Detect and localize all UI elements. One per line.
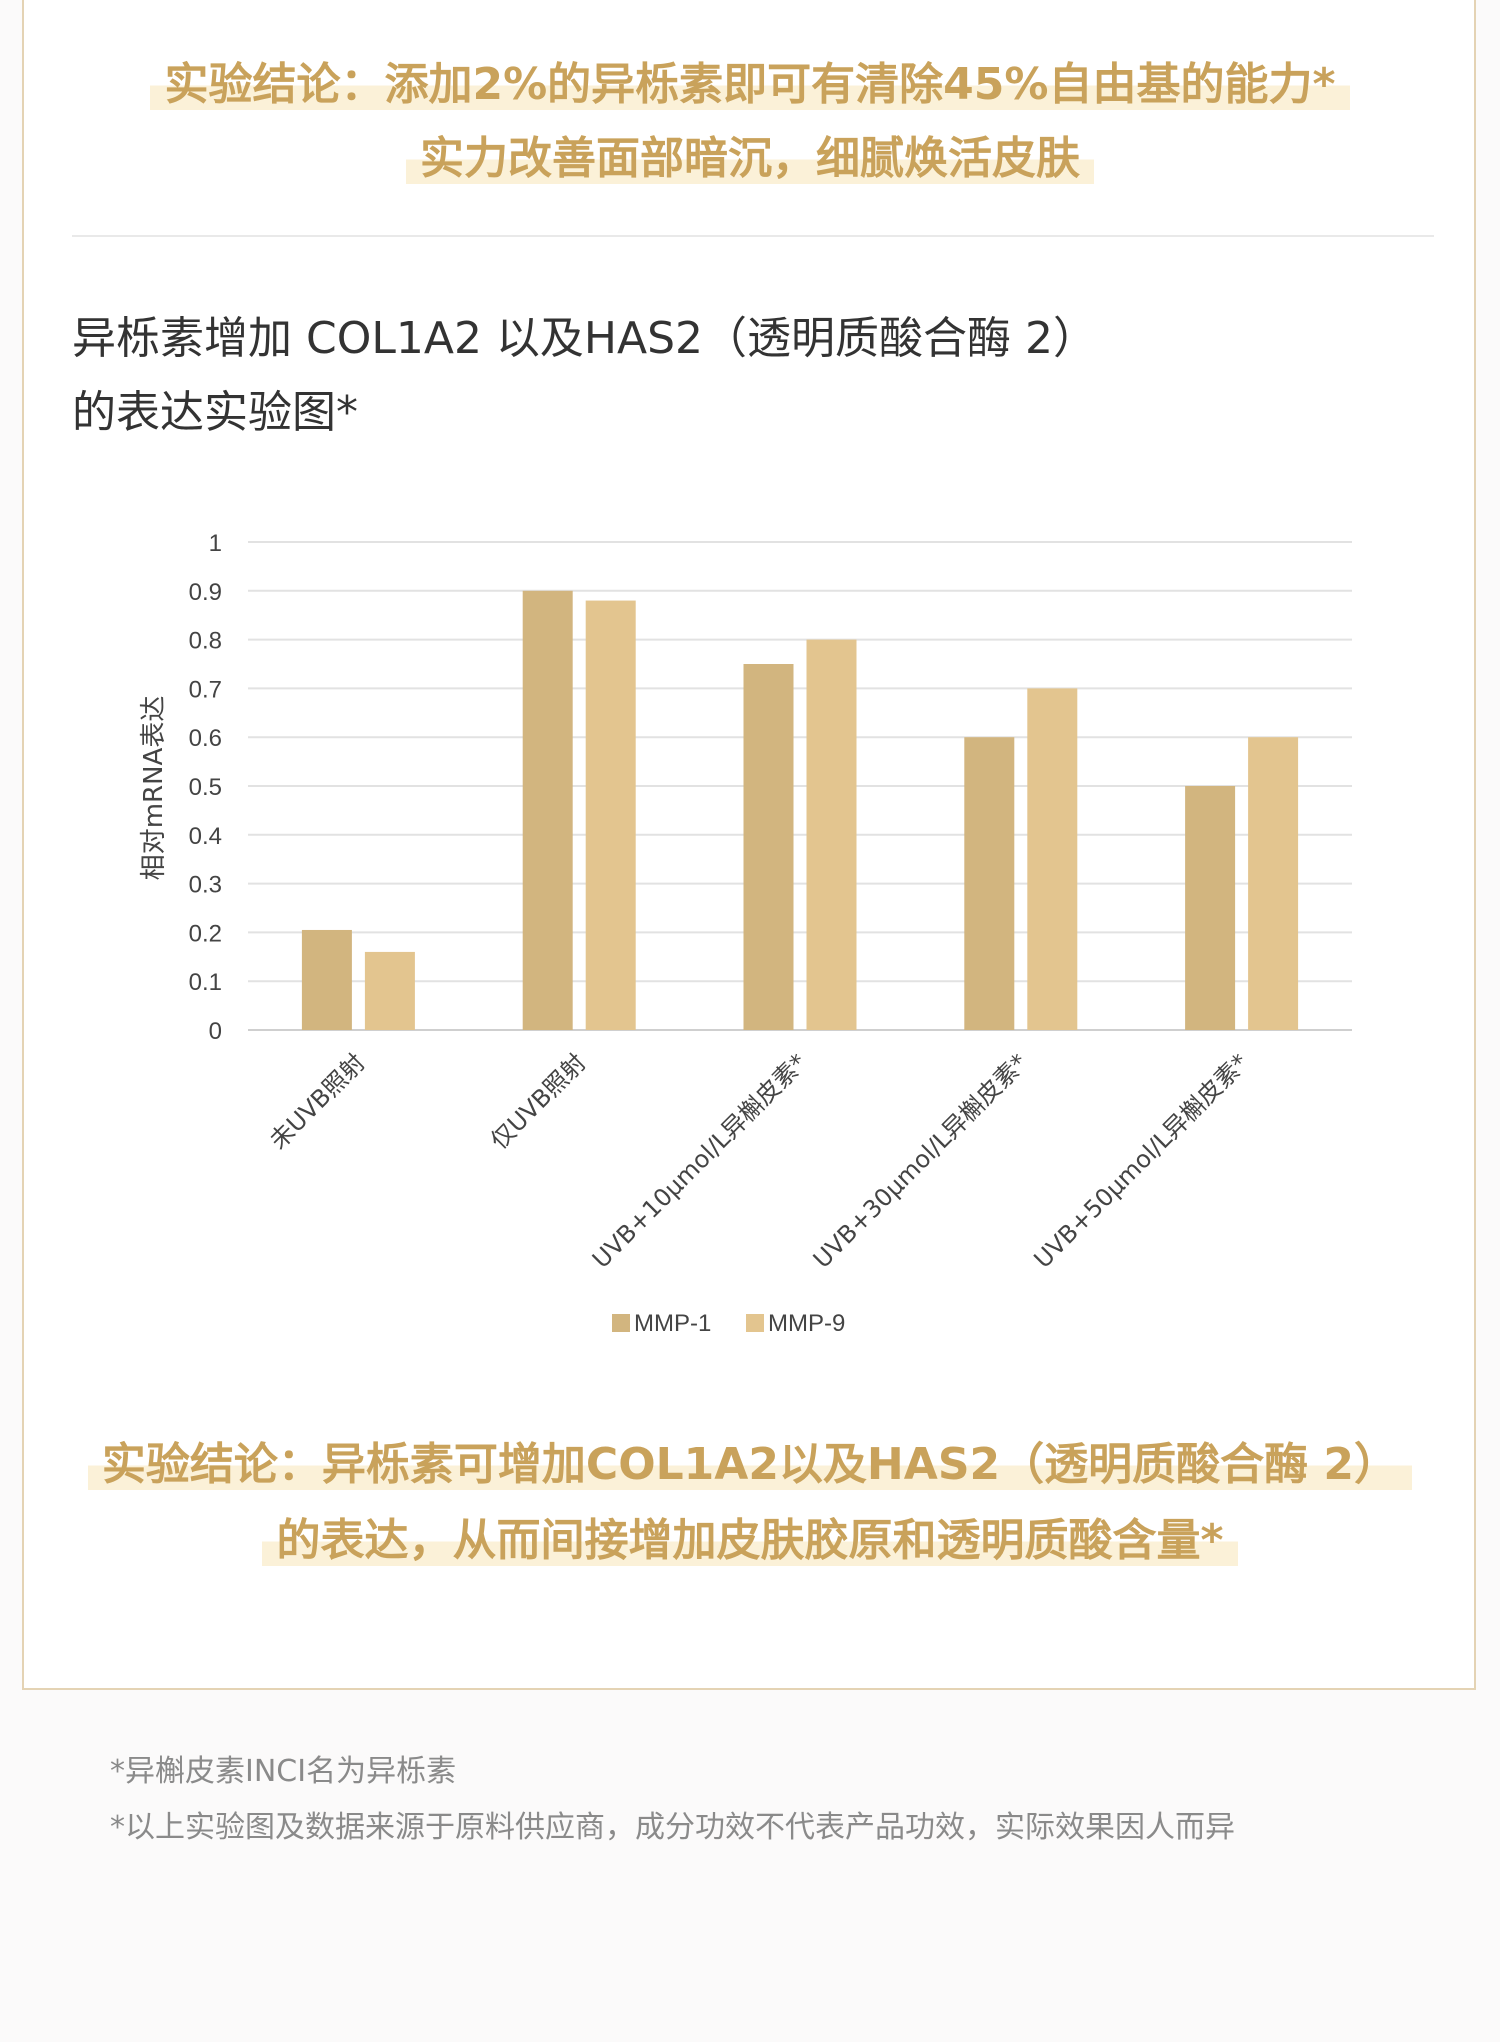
y-tick-label: 0.5 bbox=[189, 774, 222, 801]
bar-chart: 0 0.1 0.2 0.3 0.4 0.5 0.6 0.7 0.8 0.9 1 相对mRNA表达未UV… bbox=[139, 530, 1352, 1337]
bar-mmp-9 bbox=[1027, 688, 1078, 1030]
y-tick-label: 0.9 bbox=[189, 579, 222, 606]
bar-mmp-1 bbox=[1185, 786, 1236, 1030]
y-tick-label: 0 bbox=[209, 1018, 222, 1045]
x-tick-label: UVB+50μmol/L异槲皮素* bbox=[1029, 1048, 1254, 1273]
x-tick-label: 仅UVB照射 bbox=[485, 1048, 591, 1154]
x-tick-label: 未UVB照射 bbox=[264, 1048, 370, 1154]
y-axis-label: 相对mRNA表达 bbox=[139, 696, 169, 881]
bar-mmp-9 bbox=[585, 600, 636, 1030]
legend-swatch bbox=[746, 1314, 764, 1332]
legend-swatch bbox=[612, 1314, 630, 1332]
legend-label: MMP-1 bbox=[634, 1310, 711, 1337]
footnote-1: *异槲皮素INCI名为异栎素 bbox=[110, 1754, 457, 1789]
chart-title-line1: 异栎素增加 COL1A2 以及HAS2（透明质酸合酶 2） bbox=[72, 313, 1098, 364]
y-tick-label: 0.6 bbox=[189, 725, 222, 752]
headline-bottom-line2: 的表达，从而间接增加皮肤胶原和透明质酸含量* bbox=[0, 1504, 1500, 1568]
bar-mmp-1 bbox=[301, 929, 352, 1030]
headline-top-line2: 实力改善面部暗沉，细腻焕活皮肤 bbox=[0, 122, 1500, 186]
bar-mmp-9 bbox=[364, 951, 415, 1030]
bar-mmp-1 bbox=[743, 664, 794, 1030]
y-tick-label: 0.3 bbox=[189, 872, 222, 899]
bar-mmp-1 bbox=[522, 590, 573, 1030]
y-tick-label: 0.8 bbox=[189, 628, 222, 655]
divider bbox=[72, 235, 1434, 237]
y-tick-label: 1 bbox=[209, 530, 222, 557]
y-tick-label: 0.4 bbox=[189, 823, 222, 850]
headline-bottom-line1: 实验结论：异栎素可增加COL1A2以及HAS2（透明质酸合酶 2） bbox=[0, 1428, 1500, 1492]
footnote-2: *以上实验图及数据来源于原料供应商，成分功效不代表产品功效，实际效果因人而异 bbox=[110, 1810, 1235, 1845]
bar-mmp-9 bbox=[1248, 737, 1299, 1030]
bar-mmp-9 bbox=[806, 639, 857, 1030]
x-tick-label: UVB+10μmol/L异槲皮素* bbox=[587, 1048, 812, 1273]
chart-title-line2: 的表达实验图* bbox=[72, 387, 358, 438]
y-tick-label: 0.1 bbox=[189, 969, 222, 996]
y-tick-label: 0.7 bbox=[189, 676, 222, 703]
legend-label: MMP-9 bbox=[768, 1310, 845, 1337]
bar-mmp-1 bbox=[964, 737, 1015, 1030]
headline-top-line1: 实验结论：添加2%的异栎素即可有清除45%自由基的能力* bbox=[0, 48, 1500, 112]
y-tick-label: 0.2 bbox=[189, 920, 222, 947]
x-tick-label: UVB+30μmol/L异槲皮素* bbox=[808, 1048, 1033, 1273]
